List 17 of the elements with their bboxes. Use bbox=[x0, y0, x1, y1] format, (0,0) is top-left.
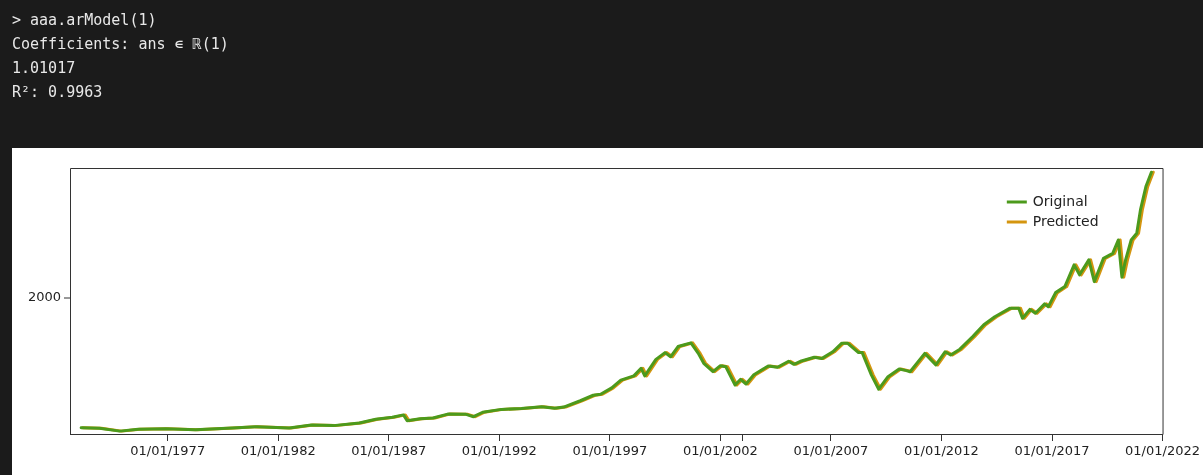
x-tick-label: 01/01/2002 bbox=[682, 443, 758, 459]
x-tick-label: 01/01/2007 bbox=[793, 443, 869, 459]
x-tick-label: 01/01/2022 bbox=[1125, 443, 1200, 459]
text: R²: 0.9963 bbox=[12, 82, 104, 103]
x-tick-label: 01/01/1977 bbox=[130, 443, 206, 459]
text: > aaa.arModel(1) bbox=[12, 10, 158, 31]
text: 1.01017 bbox=[12, 58, 77, 79]
x-tick-label: 01/01/1992 bbox=[461, 443, 537, 459]
text: Coefficients: ans ∊ ℝ(1) bbox=[12, 34, 230, 55]
legend-label: Original bbox=[1032, 192, 1088, 209]
x-tick-label: 01/01/1982 bbox=[240, 443, 316, 459]
x-tick-label: 01/01/1987 bbox=[351, 443, 427, 459]
text: 2000 bbox=[27, 289, 61, 305]
x-tick-label: 01/01/1997 bbox=[572, 443, 648, 459]
legend-label: Predicted bbox=[1032, 212, 1099, 229]
x-tick-label: 01/01/2017 bbox=[1014, 443, 1090, 459]
x-tick-label: 01/01/2012 bbox=[903, 443, 979, 459]
